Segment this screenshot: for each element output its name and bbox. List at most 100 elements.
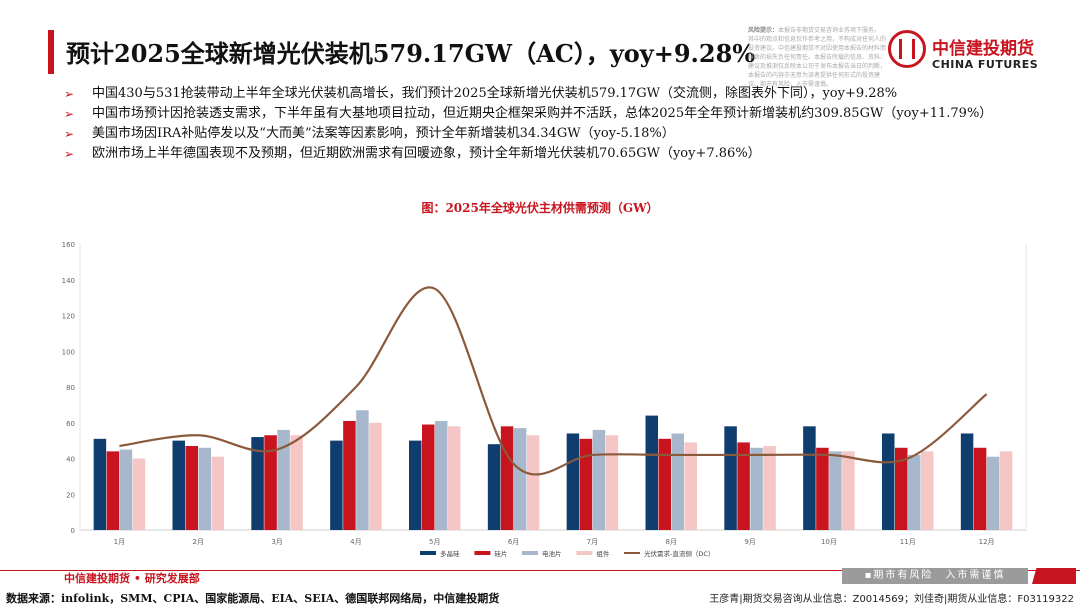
y-tick-label: 160 bbox=[62, 241, 75, 249]
bar-4 bbox=[290, 435, 303, 530]
bullet-arrow-icon: ➢ bbox=[64, 87, 75, 101]
bar-1 bbox=[882, 433, 895, 530]
key-point-item: ➢ 欧洲市场上半年德国表现不及预期，但近期欧洲需求有回暖迹象，预计全年新增光伏装机… bbox=[64, 146, 1054, 162]
footer-organization: 中信建投期货 • 研究发展部 bbox=[64, 572, 200, 585]
bar-3 bbox=[986, 456, 1000, 530]
legend-swatch bbox=[420, 551, 436, 555]
y-tick-label: 20 bbox=[66, 491, 75, 499]
bar-1 bbox=[330, 440, 343, 530]
bar-3 bbox=[119, 449, 133, 530]
legend-label: 光伏需求-直流侧（DC） bbox=[644, 549, 714, 558]
key-point-item: ➢ 中国市场预计因抢装透支需求，下半年虽有大基地项目拉动，但近期央企框架采购并不活… bbox=[64, 106, 1054, 122]
footer-red-accent bbox=[1032, 568, 1076, 584]
x-tick-label: 10月 bbox=[821, 538, 837, 546]
citic-emblem-icon bbox=[888, 30, 926, 68]
bar-1 bbox=[960, 433, 974, 530]
bullet-arrow-icon: ➢ bbox=[64, 107, 75, 121]
disclaimer-text: 本报告非期货交易咨询业务项下服务，其中的观点和信息仅作参考之用，不构成对任何人的… bbox=[748, 27, 887, 88]
bar-4 bbox=[369, 422, 382, 530]
bar-1 bbox=[251, 437, 264, 530]
bar-4 bbox=[842, 451, 855, 530]
bar-1 bbox=[172, 440, 185, 530]
legend-swatch bbox=[474, 551, 491, 555]
x-tick-label: 4月 bbox=[350, 538, 361, 546]
bar-2 bbox=[579, 438, 593, 530]
key-point-text: 欧洲市场上半年德国表现不及预期，但近期欧洲需求有回暖迹象，预计全年新增光伏装机7… bbox=[92, 146, 761, 161]
logo-chinese-name: 中信建投期货 bbox=[932, 39, 1034, 59]
legend-item: 多晶硅 bbox=[420, 549, 460, 558]
data-source-note: 数据来源：infolink，SMM、CPIA、国家能源局、EIA、SEIA、德国… bbox=[6, 592, 500, 605]
bar-3 bbox=[908, 454, 921, 530]
x-tick-label: 7月 bbox=[587, 538, 598, 546]
x-tick-label: 3月 bbox=[271, 538, 282, 546]
y-tick-label: 120 bbox=[62, 313, 75, 321]
bar-2 bbox=[264, 435, 277, 530]
bullet-arrow-icon: ➢ bbox=[64, 147, 75, 161]
key-point-item: ➢ 中国430与531抢装带动上半年全球光伏装机高增长，我们预计2025全球新增光… bbox=[64, 86, 1054, 102]
y-tick-label: 140 bbox=[62, 277, 75, 285]
supply-demand-chart: 图：2025年全球光伏主材供需预测（GW） 0 20 40 60 80 100 120 140… bbox=[62, 200, 1027, 558]
logo-english-name: CHINA FUTURES bbox=[932, 58, 1039, 71]
y-tick-label: 80 bbox=[66, 384, 75, 392]
footer-divider bbox=[0, 570, 1080, 571]
legend-item: 电池片 bbox=[522, 549, 562, 558]
bar-series-group bbox=[93, 410, 1013, 530]
bar-4 bbox=[763, 445, 776, 530]
bar-2 bbox=[658, 438, 671, 530]
bar-1 bbox=[645, 415, 658, 530]
key-point-text: 中国市场预计因抢装透支需求，下半年虽有大基地项目拉动，但近期央企框架采购并不活跃… bbox=[92, 106, 993, 121]
bar-4 bbox=[605, 435, 619, 530]
legend-label: 多晶硅 bbox=[440, 549, 460, 558]
author-credentials: 王彦青|期货交易咨询从业信息：Z0014569；刘佳奇|期货从业信息：F0311… bbox=[709, 594, 1074, 605]
company-logo: 中信建投期货 CHINA FUTURES bbox=[888, 30, 1078, 78]
bar-3 bbox=[277, 429, 290, 530]
bar-2 bbox=[895, 447, 908, 530]
bar-2 bbox=[106, 451, 120, 530]
risk-warning-badge: ▪期市有风险 入市需谨慎 bbox=[842, 568, 1028, 584]
bar-2 bbox=[343, 420, 356, 530]
bar-3 bbox=[356, 410, 369, 530]
page-title: 预计2025全球新增光伏装机579.17GW（AC），yoy+9.28% bbox=[66, 39, 756, 68]
y-tick-label: 0 bbox=[71, 527, 75, 535]
bar-1 bbox=[724, 426, 737, 530]
x-tick-label: 1月 bbox=[114, 538, 125, 546]
bar-4 bbox=[684, 442, 697, 530]
bar-1 bbox=[566, 433, 580, 530]
legend-swatch bbox=[522, 551, 538, 555]
bullet-arrow-icon: ➢ bbox=[64, 127, 75, 141]
key-points-list: ➢ 中国430与531抢装带动上半年全球光伏装机高增长，我们预计2025全球新增光… bbox=[64, 86, 1054, 166]
bar-3 bbox=[198, 447, 211, 530]
title-accent-bar bbox=[48, 30, 54, 74]
x-tick-label: 2月 bbox=[193, 538, 204, 546]
legend-label: 硅片 bbox=[494, 549, 507, 558]
x-tick-label: 6月 bbox=[508, 538, 519, 546]
key-point-text: 美国市场因IRA补贴停发以及“大而美”法案等因素影响，预计全年新增装机34.34… bbox=[92, 126, 675, 141]
y-tick-label: 60 bbox=[66, 420, 75, 428]
x-tick-label: 8月 bbox=[666, 538, 677, 546]
key-point-item: ➢ 美国市场因IRA补贴停发以及“大而美”法案等因素影响，预计全年新增装机34.3… bbox=[64, 126, 1054, 142]
risk-disclaimer: 风险提示：本报告非期货交易咨询业务项下服务，其中的观点和信息仅作参考之用，不构成… bbox=[748, 26, 886, 89]
y-tick-label: 100 bbox=[62, 348, 75, 356]
legend-swatch bbox=[576, 551, 593, 555]
bar-3 bbox=[513, 428, 527, 530]
bar-2 bbox=[816, 447, 829, 530]
chart-legend: 多晶硅 硅片 电池片 组件 光伏需求-直流侧（DC） bbox=[420, 549, 714, 558]
x-tick-label: 12月 bbox=[979, 538, 995, 546]
legend-label: 电池片 bbox=[542, 549, 562, 558]
legend-item: 光伏需求-直流侧（DC） bbox=[624, 549, 714, 558]
legend-item: 硅片 bbox=[474, 549, 507, 558]
x-axis-ticks: 1月 2月 3月 4月 5月 6月 7月 8月 9月 10月 11月 12月 bbox=[114, 538, 995, 546]
bar-1 bbox=[803, 426, 816, 530]
bar-3 bbox=[829, 451, 842, 530]
line-series-group bbox=[119, 286, 988, 476]
chart-title: 图：2025年全球光伏主材供需预测（GW） bbox=[421, 200, 658, 215]
bar-2 bbox=[422, 424, 435, 530]
bar-4 bbox=[526, 435, 540, 530]
bar-3 bbox=[435, 420, 448, 530]
bar-4 bbox=[132, 458, 146, 530]
bar-4 bbox=[999, 451, 1013, 530]
bar-2 bbox=[973, 447, 987, 530]
y-tick-label: 40 bbox=[66, 456, 75, 464]
legend-label: 组件 bbox=[596, 549, 610, 558]
bar-1 bbox=[409, 440, 422, 530]
